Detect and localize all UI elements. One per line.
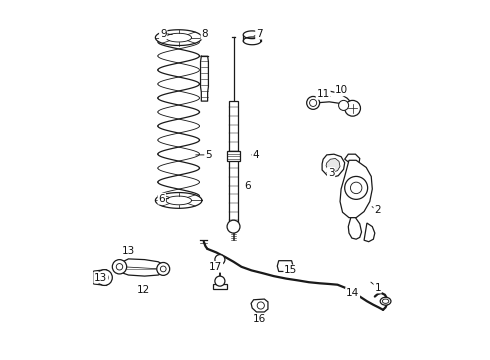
Polygon shape [277,261,293,271]
Polygon shape [348,218,362,239]
Ellipse shape [380,297,391,305]
Circle shape [215,255,225,265]
Circle shape [227,220,240,233]
Text: 17: 17 [209,262,222,272]
Polygon shape [340,160,372,218]
Text: 4: 4 [252,150,259,160]
Polygon shape [313,91,353,113]
Circle shape [344,100,361,116]
Polygon shape [326,158,340,172]
Circle shape [344,176,368,199]
Polygon shape [229,101,238,226]
Circle shape [157,262,170,275]
Text: 2: 2 [374,206,381,216]
Text: 7: 7 [256,29,263,39]
Text: 15: 15 [284,265,297,275]
Polygon shape [94,270,108,285]
Polygon shape [364,223,375,242]
Text: 13: 13 [122,246,135,256]
Circle shape [339,100,349,111]
Text: 16: 16 [253,314,266,324]
Text: 3: 3 [328,168,334,178]
Polygon shape [322,154,344,177]
Text: 1: 1 [374,283,381,293]
Polygon shape [119,259,166,276]
Polygon shape [344,154,360,165]
Text: 13: 13 [94,273,107,283]
Text: 12: 12 [137,285,150,296]
Text: 10: 10 [335,85,348,95]
Text: 5: 5 [205,150,212,160]
Circle shape [307,96,319,109]
Text: 14: 14 [346,288,359,298]
Text: 8: 8 [201,29,208,39]
Polygon shape [200,56,208,101]
Polygon shape [251,299,268,312]
Circle shape [97,270,112,285]
Text: 11: 11 [317,89,330,99]
Text: 9: 9 [160,29,167,39]
Circle shape [215,276,225,286]
Polygon shape [213,284,227,289]
Circle shape [112,260,126,274]
Text: 6: 6 [244,181,250,192]
Text: 6: 6 [158,194,165,204]
Polygon shape [227,151,241,161]
